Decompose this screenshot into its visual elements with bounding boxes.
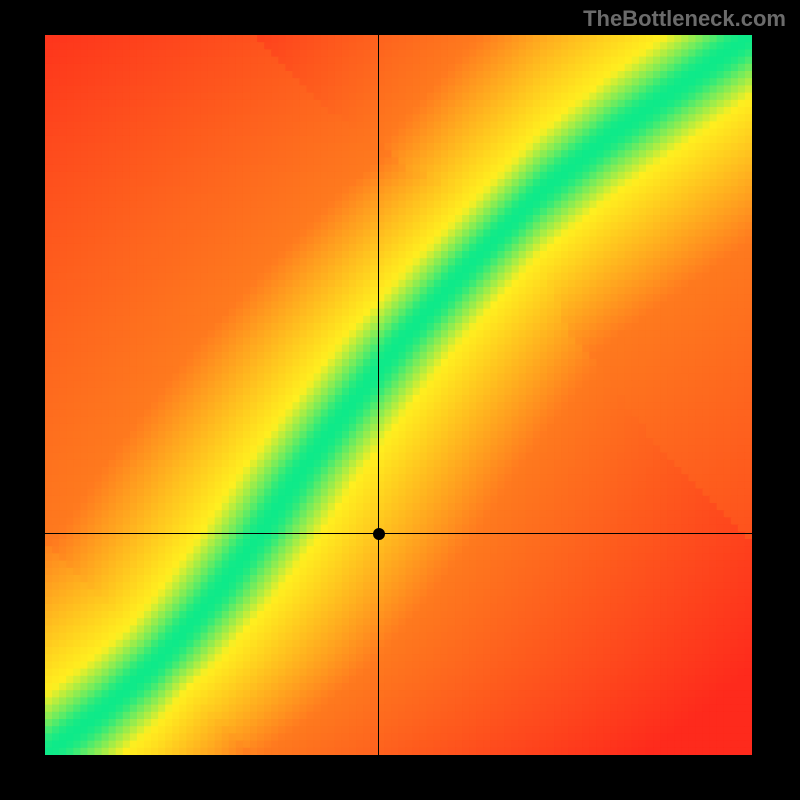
crosshair-horizontal (45, 533, 752, 534)
chart-container: TheBottleneck.com (0, 0, 800, 800)
attribution-text: TheBottleneck.com (583, 6, 786, 32)
crosshair-marker (373, 528, 385, 540)
bottleneck-heatmap (45, 35, 752, 755)
crosshair-vertical (378, 35, 379, 755)
